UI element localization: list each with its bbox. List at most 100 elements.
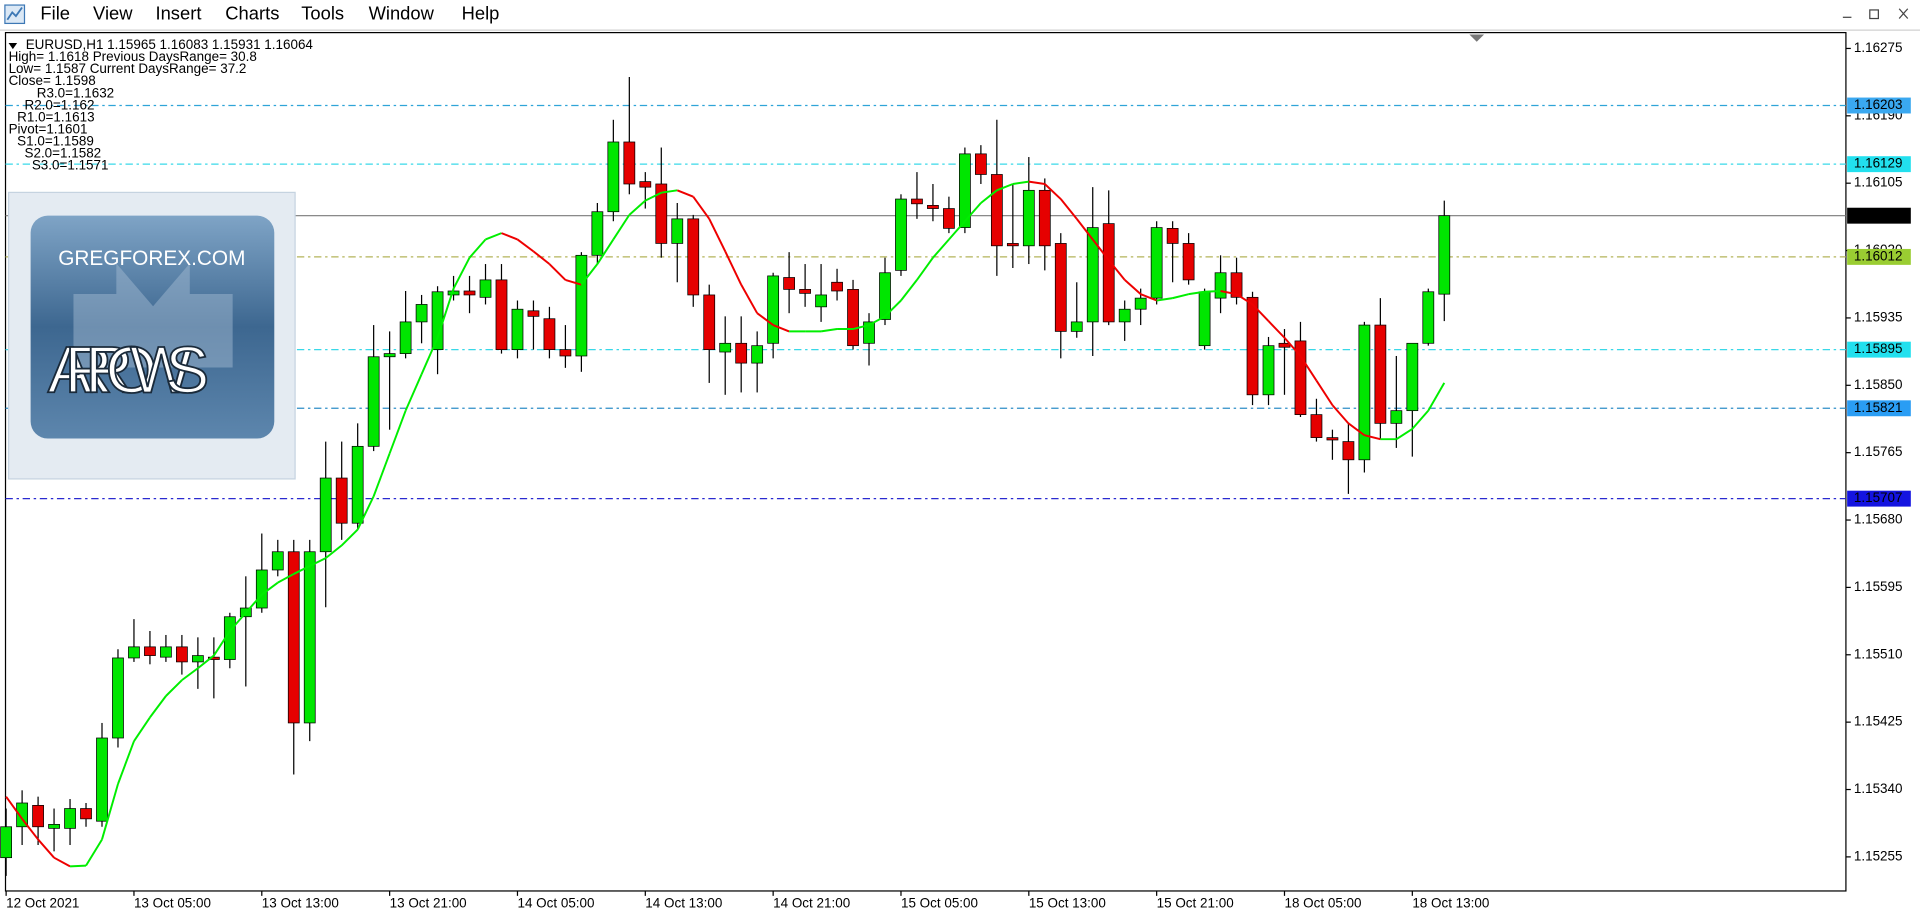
candle-body — [463, 290, 476, 296]
candle-body — [287, 551, 300, 724]
candle-body — [847, 289, 859, 347]
candle-body — [271, 551, 284, 571]
candle-body — [383, 353, 396, 358]
x-tick-label: 13 Oct 13:00 — [262, 895, 339, 910]
candle-body — [687, 218, 700, 296]
candle-body — [927, 205, 939, 209]
logo-name: ARROWS — [48, 333, 210, 407]
ma-segment — [628, 199, 646, 216]
candle-body — [831, 281, 843, 292]
close-button[interactable] — [1898, 8, 1909, 19]
candle-body — [959, 153, 971, 228]
info-line: R1.0=1.1613 — [17, 109, 94, 124]
ma-segment — [85, 838, 103, 867]
candle-body — [735, 342, 748, 364]
y-tick-label: 1.15935 — [1854, 309, 1903, 324]
ma-segment — [676, 189, 694, 198]
app-icon — [4, 4, 26, 25]
ma-segment — [932, 238, 950, 259]
ma-segment — [1204, 290, 1221, 293]
menu-item[interactable]: Window — [369, 3, 435, 24]
menu-item[interactable]: Help — [462, 3, 500, 24]
x-tick-label: 18 Oct 13:00 — [1412, 895, 1489, 910]
logo: GREGFOREX.COM ARROWS — [7, 191, 296, 480]
menu-item[interactable]: Insert — [156, 3, 202, 24]
ma-segment — [724, 250, 743, 286]
x-tick-label: 14 Oct 21:00 — [773, 895, 850, 910]
candle-body — [990, 174, 1003, 247]
candle-body — [1310, 414, 1323, 438]
ma-segment — [277, 573, 295, 584]
level-label-bg — [1847, 490, 1911, 507]
ma-segment — [133, 716, 151, 742]
candle-body — [1102, 223, 1115, 323]
ma-segment — [69, 864, 87, 868]
ma-segment — [948, 220, 966, 241]
ma-segment — [1267, 320, 1286, 339]
x-tick-label: 18 Oct 05:00 — [1284, 895, 1361, 910]
ma-segment — [740, 284, 759, 314]
menu-item[interactable]: Tools — [301, 3, 344, 24]
ma-segment — [117, 740, 135, 785]
restore-button[interactable] — [1869, 9, 1879, 20]
menu-item[interactable]: Charts — [225, 3, 279, 24]
candle-body — [1326, 437, 1339, 441]
window-controls — [1842, 8, 1909, 20]
menu-item[interactable]: View — [93, 3, 133, 24]
candle-body — [479, 279, 492, 298]
ma-segment — [1411, 410, 1430, 430]
ma-segment — [1091, 238, 1110, 261]
ma-segment — [708, 218, 727, 252]
info-line: R2.0=1.162 — [24, 97, 94, 112]
level-label-bg — [1847, 341, 1911, 358]
menu-item[interactable]: File — [40, 3, 70, 24]
ma-segment — [596, 238, 615, 265]
ma-segment — [5, 796, 23, 820]
candle-body — [351, 445, 364, 524]
candle-body — [751, 345, 764, 364]
candle-body — [974, 153, 987, 175]
candle-body — [64, 808, 76, 829]
info-line: S3.0=1.1571 — [32, 158, 109, 173]
ma-segment — [1283, 337, 1302, 357]
candle-body — [1086, 227, 1099, 323]
y-tick-label: 1.15595 — [1854, 579, 1903, 594]
candle-body — [1198, 291, 1211, 347]
candle-body — [783, 277, 796, 290]
candle-body — [144, 646, 156, 656]
plot-frame — [4, 31, 1847, 892]
ma-segment — [661, 189, 678, 194]
ma-segment — [580, 263, 599, 286]
ma-segment — [565, 278, 582, 286]
ma-segment — [1236, 293, 1254, 306]
level-label-bg — [1847, 207, 1911, 224]
info-line: Close= 1.1598 — [9, 73, 96, 88]
ma-segment — [356, 495, 375, 530]
ma-segment — [21, 818, 39, 841]
ma-segment — [1299, 355, 1318, 382]
candle-body — [1358, 324, 1371, 461]
ma-segment — [548, 263, 567, 281]
candle-body — [1438, 215, 1451, 295]
candle-body — [559, 349, 572, 357]
ma-segment — [1220, 290, 1237, 296]
candle-body — [48, 824, 60, 829]
ma-segment — [692, 196, 711, 220]
ma-segment — [197, 654, 215, 670]
ma-segment — [916, 257, 934, 281]
candle-body — [1246, 296, 1259, 396]
candle-body — [1038, 189, 1051, 247]
y-tick-label: 1.16105 — [1854, 175, 1903, 190]
x-tick-label: 15 Oct 13:00 — [1029, 895, 1106, 910]
collapse-toggle[interactable] — [8, 43, 18, 50]
ma-segment — [293, 565, 311, 575]
candle-body — [879, 272, 891, 320]
candle-body — [1118, 308, 1131, 323]
ma-segment — [516, 238, 535, 253]
candle-body — [623, 141, 636, 185]
candle-body — [32, 805, 44, 828]
candle-body — [255, 569, 268, 609]
level-label: 1.16129 — [1854, 156, 1903, 171]
candle-body — [1422, 291, 1435, 344]
